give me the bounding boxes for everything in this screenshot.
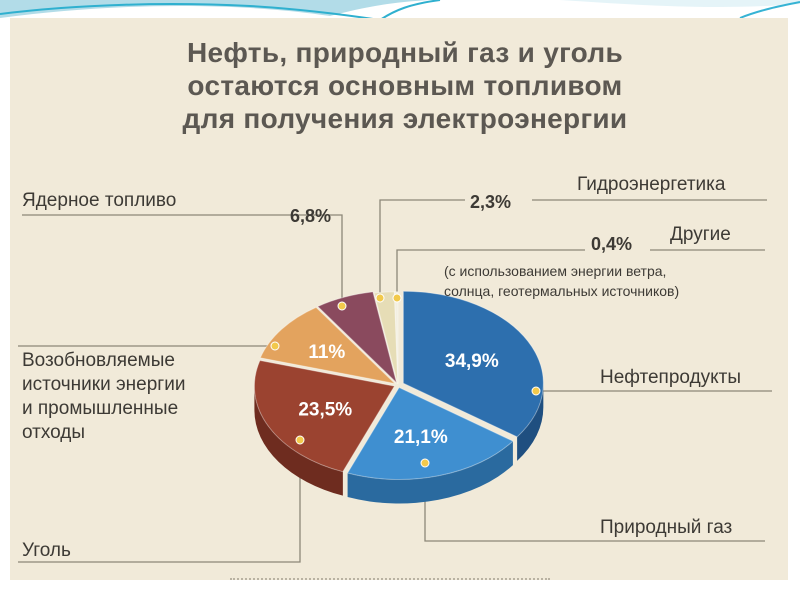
label-renewables-line-4: отходы [22, 422, 85, 443]
value-label-slice-1: 21,1% [394, 427, 448, 448]
callout-nuclear [22, 214, 343, 306]
pie-sides [254, 383, 544, 504]
label-others: Другие [670, 224, 731, 245]
label-coal: Уголь [22, 540, 71, 561]
pie-side-0 [517, 383, 544, 461]
pie-value-labels: 34,9% 21,1% 23,5% 11% [298, 342, 499, 448]
callout-hydro-marker [375, 293, 385, 303]
label-hydro: Гидроэнергетика [577, 174, 726, 195]
pie-slice-6 [393, 291, 399, 384]
pie-slice-2 [253, 359, 396, 473]
label-renewables-line-1: Возобновляемые [22, 350, 175, 371]
label-gas: Природный газ [600, 517, 732, 538]
pie-slice-4 [316, 291, 398, 385]
callout-markers [270, 293, 541, 468]
value-label-others: 0,4% [591, 234, 632, 254]
pie-slice-5 [373, 291, 399, 384]
value-label-slice-3: 11% [308, 342, 345, 363]
label-oil: Нефтепродукты [600, 367, 741, 388]
pie-slice-0 [402, 290, 544, 438]
label-renewables-line-3: и промышленные [22, 398, 178, 419]
label-others-note-line-2: солнца, геотермальных источников) [444, 283, 679, 299]
value-label-hydro: 2,3% [470, 192, 511, 212]
chart-title: Нефть, природный газ и уголь остаются ос… [10, 36, 800, 135]
title-line-2: остаются основным топливом [187, 70, 623, 101]
pie-side-2 [254, 386, 343, 496]
callout-others [396, 249, 585, 298]
title-line-3: для получения электроэнергии [182, 103, 628, 134]
value-label-slice-0: 34,9% [445, 351, 499, 372]
label-others-note-line-1: (с использованием энергии ветра, [444, 263, 666, 279]
callout-nuclear-marker [337, 301, 347, 311]
source-footer-strip [230, 578, 550, 584]
callout-others-marker [392, 293, 402, 303]
label-renewables-line-2: источники энергии [22, 374, 185, 395]
pie-slice-1 [346, 386, 514, 480]
callout-coal-marker [295, 435, 305, 445]
callout-hydro [379, 199, 465, 298]
pie-slices [253, 290, 544, 480]
title-line-1: Нефть, природный газ и уголь [186, 37, 623, 68]
pie-slice-3 [259, 306, 397, 385]
value-label-slice-2: 23,5% [298, 399, 352, 420]
callout-oil-marker [531, 386, 541, 396]
callout-coal [18, 440, 301, 563]
callout-renewables-marker [270, 341, 280, 351]
pie-side-1 [347, 441, 513, 504]
label-nuclear: Ядерное топливо [22, 190, 176, 211]
callout-gas-marker [420, 458, 430, 468]
value-label-nuclear: 6,8% [290, 206, 331, 226]
decorative-swoosh [0, 0, 800, 22]
